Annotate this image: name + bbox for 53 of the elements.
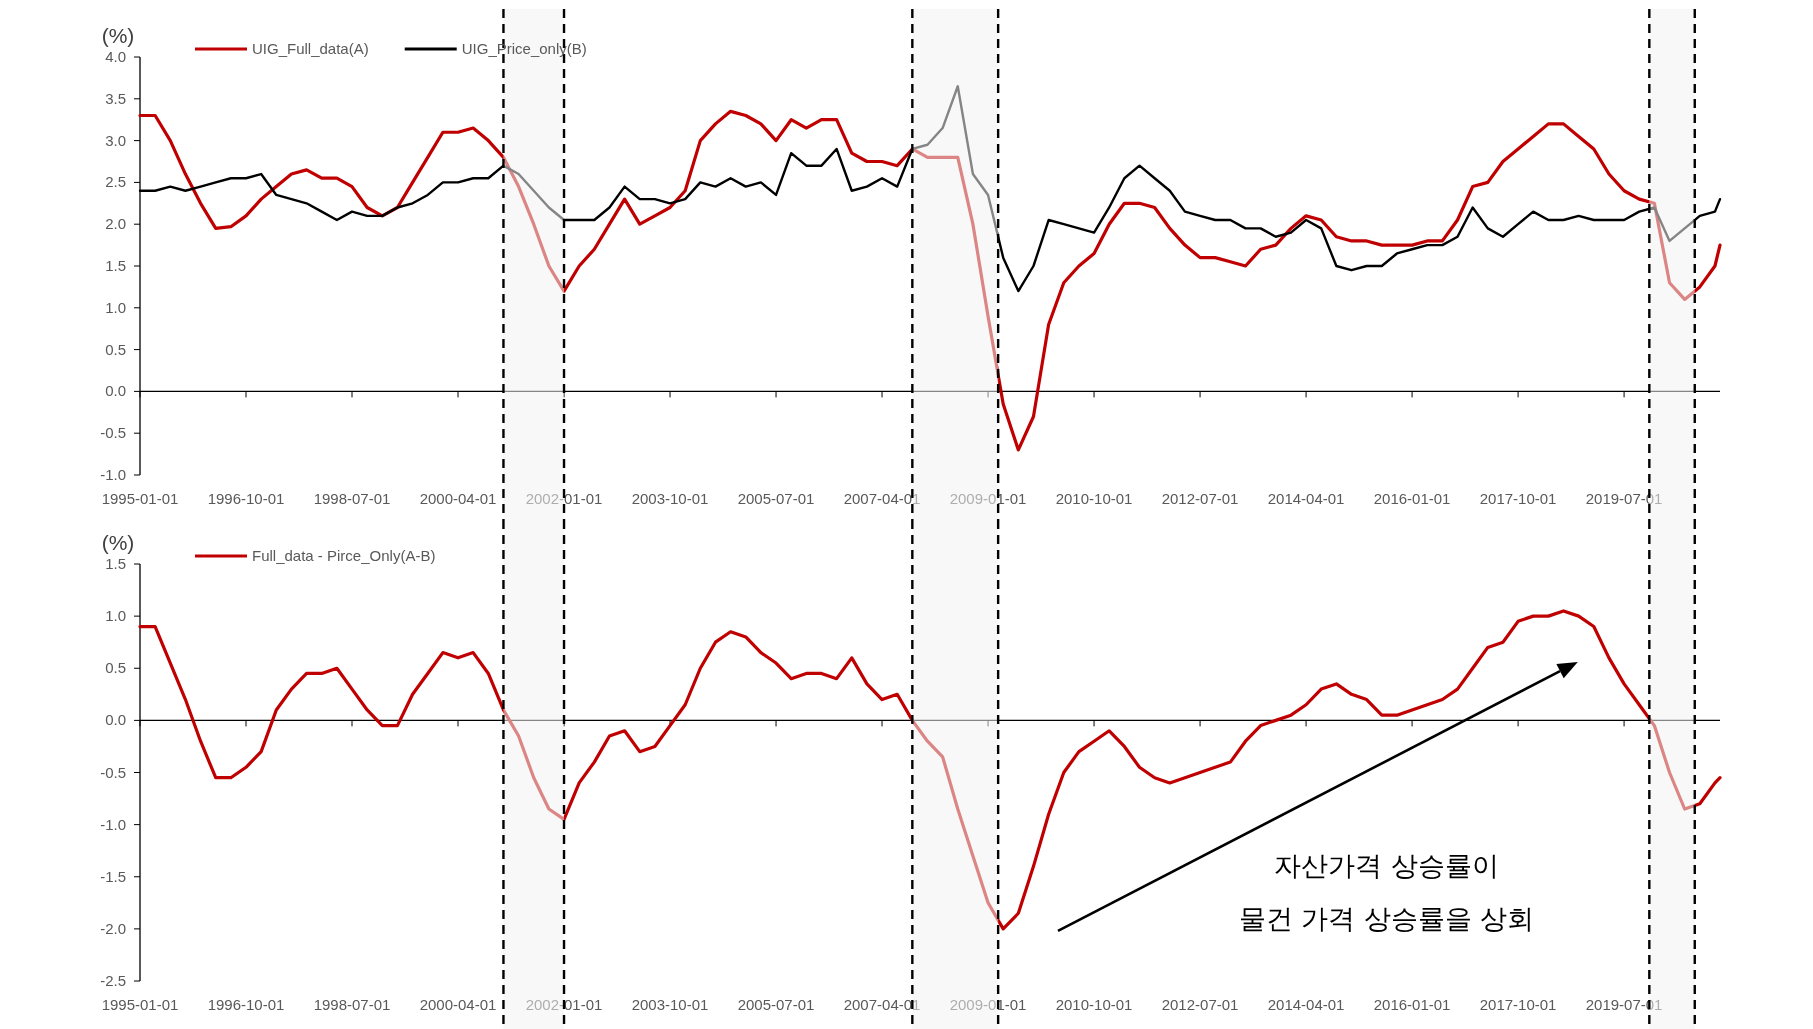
x-tick-label: 2009-01-01 bbox=[949, 490, 1027, 507]
y-axis-title: (%) bbox=[101, 531, 135, 554]
x-tick-label: 2010-10-01 bbox=[1055, 996, 1133, 1013]
y-tick-label: 4.0 bbox=[105, 48, 126, 65]
x-tick-label: 2003-10-01 bbox=[631, 490, 709, 507]
y-tick-label: 0.0 bbox=[105, 711, 126, 729]
x-tick-label: 1998-07-01 bbox=[313, 490, 391, 507]
x-tick-label: 2010-10-01 bbox=[1055, 490, 1133, 507]
y-axis-title: (%) bbox=[101, 24, 135, 47]
x-tick-label: 2012-07-01 bbox=[1161, 996, 1239, 1013]
y-tick-label: 0.0 bbox=[105, 382, 126, 400]
y-tick-label: -1.0 bbox=[100, 815, 126, 833]
legend-label: UIG_Price_only(B) bbox=[461, 40, 587, 57]
x-tick-label: 2007-04-01 bbox=[843, 490, 921, 507]
x-tick-label: 2002-01-01 bbox=[525, 490, 603, 507]
y-tick-label: 2.5 bbox=[105, 173, 126, 191]
x-tick-label: 2012-07-01 bbox=[1161, 490, 1239, 507]
x-tick-label: 1995-01-01 bbox=[101, 490, 179, 507]
x-tick-label: 2014-04-01 bbox=[1267, 490, 1345, 507]
y-tick-label: -1.0 bbox=[100, 466, 126, 483]
x-tick-label: 1995-01-01 bbox=[101, 996, 179, 1013]
y-tick-label: 0.5 bbox=[105, 659, 126, 677]
y-tick-label: 1.5 bbox=[105, 555, 126, 572]
x-tick-label: 2017-10-01 bbox=[1479, 996, 1557, 1013]
x-tick-label: 1996-10-01 bbox=[207, 490, 285, 507]
x-tick-label: 2003-10-01 bbox=[631, 996, 709, 1013]
x-tick-label: 2017-10-01 bbox=[1479, 490, 1557, 507]
legend-label: UIG_Full_data(A) bbox=[252, 40, 369, 57]
y-tick-label: -1.5 bbox=[100, 867, 126, 885]
x-tick-label: 2005-07-01 bbox=[737, 490, 815, 507]
annotation: 자산가격 상승률이 물건 가격 상승률을 상회 bbox=[1238, 849, 1535, 934]
x-tick-label: 2016-01-01 bbox=[1373, 996, 1451, 1013]
y-tick-label: -0.5 bbox=[100, 763, 126, 781]
y-tick-label: 2.0 bbox=[105, 215, 126, 233]
y-tick-label: 1.0 bbox=[105, 298, 126, 316]
x-tick-label: 2005-07-01 bbox=[737, 996, 815, 1013]
y-tick-label: 3.0 bbox=[105, 131, 126, 149]
x-tick-label: 1996-10-01 bbox=[207, 996, 285, 1013]
legend-label: Full_data - Pirce_Only(A-B) bbox=[252, 547, 436, 564]
legend: Full_data - Pirce_Only(A-B) bbox=[195, 547, 436, 564]
y-tick-label: 0.5 bbox=[105, 340, 126, 358]
y-tick-label: 3.5 bbox=[105, 89, 126, 107]
y-tick-label: -0.5 bbox=[100, 424, 126, 442]
y-tick-label: -2.0 bbox=[100, 919, 126, 937]
x-tick-label: 2000-04-01 bbox=[419, 996, 497, 1013]
y-tick-label: -2.5 bbox=[100, 972, 126, 989]
x-tick-label: 2014-04-01 bbox=[1267, 996, 1345, 1013]
x-tick-label: 1998-07-01 bbox=[313, 996, 391, 1013]
x-tick-label: 2000-04-01 bbox=[419, 490, 497, 507]
x-tick-label: 2016-01-01 bbox=[1373, 490, 1451, 507]
y-tick-label: 1.0 bbox=[105, 607, 126, 625]
x-tick-label: 2019-07-01 bbox=[1585, 490, 1663, 507]
y-tick-label: 1.5 bbox=[105, 257, 126, 274]
